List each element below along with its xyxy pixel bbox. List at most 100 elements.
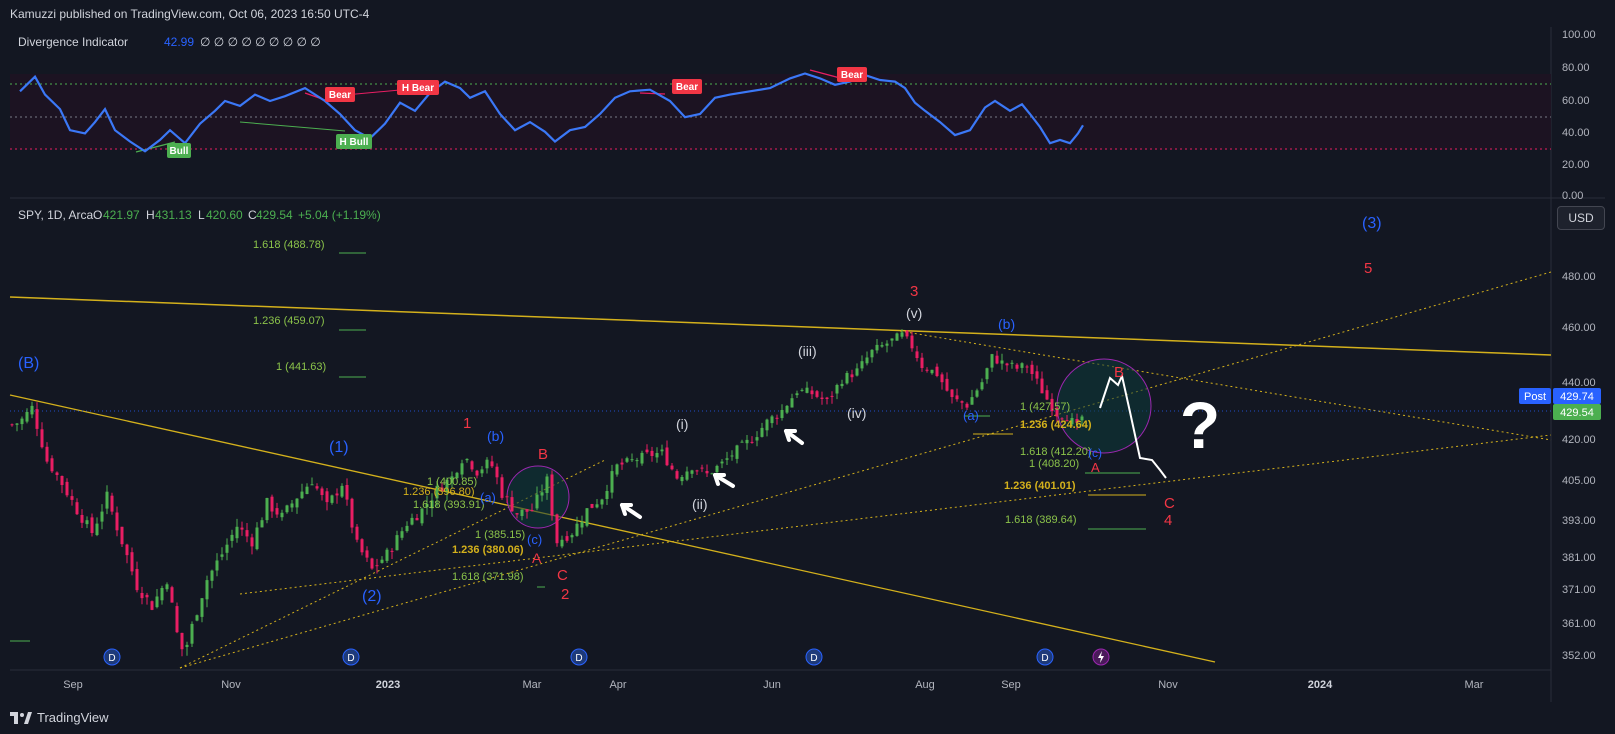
candle-body: [20, 418, 24, 425]
candle-body: [350, 498, 354, 528]
candle-body: [685, 471, 689, 480]
highlight-circle-2: [1056, 358, 1152, 454]
candle-body: [975, 390, 979, 397]
candle-body: [300, 491, 304, 499]
candle-body: [655, 453, 659, 458]
hbull-divergence-line: [239, 121, 346, 132]
candle-body: [625, 458, 629, 462]
candle-body: [75, 502, 79, 515]
question-mark: ?: [1180, 388, 1220, 462]
wave-label: (2): [362, 588, 382, 605]
candle-body: [630, 459, 634, 461]
candle-body: [395, 535, 399, 551]
rsi-tick: 20.00: [1562, 159, 1590, 171]
candle-body: [750, 441, 754, 443]
candle-body: [605, 491, 609, 499]
candle-body: [880, 345, 884, 347]
time-tick: Mar: [1465, 679, 1484, 691]
symbol-label: SPY, 1D, Arca: [18, 208, 93, 222]
candle-body: [765, 419, 769, 431]
candle-body: [140, 593, 144, 599]
candle-body: [585, 508, 589, 526]
candles: [10, 329, 1084, 657]
candle-body: [115, 512, 119, 531]
candle-body: [245, 530, 249, 537]
wave-label: (ii): [692, 496, 708, 512]
candle-body: [550, 474, 554, 516]
candle-body: [50, 458, 54, 472]
candle-body: [850, 374, 854, 378]
wave-labels: (B) (1) (2) 1 (b) (a) (c) B A C 2 (i) (i…: [18, 215, 1382, 605]
candle-body: [480, 469, 484, 474]
rsi-line: [19, 72, 1084, 153]
time-axis: Sep Nov 2023 Mar Apr Jun Aug Sep Nov 202…: [63, 679, 1484, 691]
fib-label: 1.236 (424.64): [1020, 419, 1092, 431]
candle-body: [15, 423, 19, 425]
candle-body: [85, 520, 89, 525]
candle-body: [650, 450, 654, 456]
candle-body: [715, 465, 719, 473]
dividend-markers[interactable]: D D D D D: [103, 648, 1110, 666]
candle-body: [285, 505, 289, 513]
dividend-icon: D: [805, 648, 823, 666]
svg-text:429.54: 429.54: [1560, 407, 1594, 419]
candle-body: [645, 449, 649, 453]
rsi-tag-hbear: H Bear: [397, 80, 439, 95]
candle-body: [205, 580, 209, 600]
candle-body: [225, 544, 229, 553]
fib-label: 1.236 (396.80): [403, 486, 475, 498]
candle-body: [670, 465, 674, 470]
footer-brand[interactable]: TradingView: [10, 710, 109, 725]
candle-body: [60, 476, 64, 485]
earnings-lightning-icon: [1092, 648, 1110, 666]
time-tick: Aug: [915, 679, 935, 691]
candle-body: [505, 496, 509, 498]
candle-body: [475, 470, 479, 476]
candle-body: [965, 403, 969, 408]
high-label: H: [146, 208, 155, 222]
candle-body: [435, 485, 439, 499]
candle-body: [1005, 363, 1009, 366]
candle-body: [570, 535, 574, 538]
candle-body: [260, 520, 264, 528]
rsi-band: [10, 74, 1551, 149]
wave-label: 2: [561, 586, 569, 603]
rsi-tick: 60.00: [1562, 95, 1590, 107]
candle-body: [770, 416, 774, 424]
dividend-icon: D: [570, 648, 588, 666]
currency-button[interactable]: USD: [1557, 206, 1605, 230]
candle-body: [30, 405, 34, 415]
candle-body: [500, 477, 504, 498]
candle-body: [230, 534, 234, 541]
wave-label: (b): [998, 316, 1015, 332]
rsi-axis: 100.00 80.00 60.00 40.00 20.00 0.00: [1562, 29, 1596, 202]
candle-body: [1015, 364, 1019, 369]
candle-body: [65, 481, 69, 496]
svg-text:Bear: Bear: [841, 70, 863, 81]
wave-label: B: [1114, 364, 1124, 381]
wave-label: 3: [910, 283, 918, 300]
candle-body: [785, 405, 789, 413]
candle-body: [370, 558, 374, 569]
candle-body: [145, 594, 149, 598]
candle-body: [375, 565, 379, 567]
bear-divergence-line-3: [809, 69, 841, 79]
candle-body: [10, 424, 14, 426]
candle-body: [420, 508, 424, 524]
post-price-label: Post 429.74: [1519, 388, 1601, 404]
svg-text:D: D: [1041, 653, 1048, 664]
time-tick: Apr: [609, 679, 626, 691]
wave-label: (i): [676, 416, 688, 432]
candle-body: [390, 550, 394, 552]
price-tick: 371.00: [1562, 584, 1596, 596]
candle-body: [120, 526, 124, 545]
wave-label: A: [1091, 460, 1100, 475]
rsi-placeholders: ∅ ∅ ∅ ∅ ∅ ∅ ∅ ∅ ∅: [200, 35, 321, 49]
rsi-tag-bear-3: Bear: [837, 67, 867, 82]
candle-body: [310, 484, 314, 486]
svg-text:H Bull: H Bull: [340, 137, 369, 148]
arrow-icon: [784, 429, 804, 445]
candle-body: [890, 338, 894, 341]
